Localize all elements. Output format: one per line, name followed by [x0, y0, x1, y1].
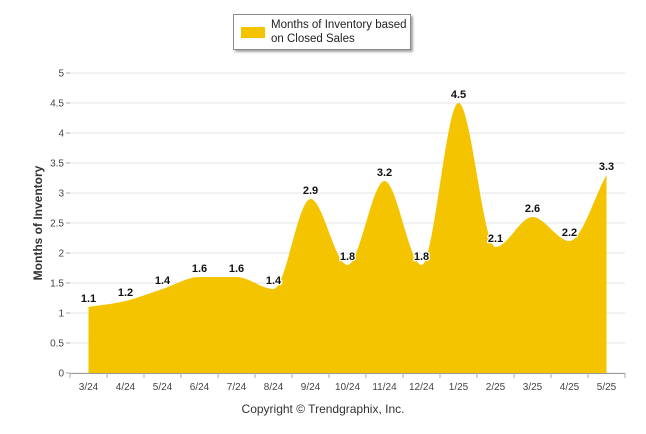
data-label: 2.2 [562, 227, 577, 239]
copyright-footer: Copyright © Trendgraphix, Inc. [241, 402, 405, 416]
x-tick-label: 10/24 [335, 382, 360, 393]
data-label: 2.1 [488, 233, 503, 245]
data-label: 3.2 [377, 167, 392, 179]
y-tick-label: 0.5 [50, 339, 64, 350]
y-tick-label: 2.5 [50, 219, 64, 230]
y-tick-label: 2 [58, 249, 64, 260]
data-label: 1.4 [266, 275, 282, 287]
data-label: 1.2 [118, 287, 133, 299]
y-tick-label: 4 [58, 129, 64, 140]
legend-label: Months of Inventory based on Closed Sale… [271, 19, 407, 45]
y-tick-label: 0 [58, 369, 64, 380]
data-label: 2.6 [525, 203, 540, 215]
x-tick-label: 9/24 [301, 382, 321, 393]
y-tick-label: 1.5 [50, 279, 64, 290]
data-label: 2.9 [303, 185, 318, 197]
data-label: 1.1 [81, 293, 96, 305]
y-tick-label: 1 [58, 309, 64, 320]
data-label: 1.6 [229, 263, 244, 275]
x-tick-label: 4/24 [116, 382, 136, 393]
data-label: 1.8 [414, 251, 429, 263]
x-tick-label: 4/25 [560, 382, 580, 393]
x-tick-label: 12/24 [409, 382, 434, 393]
y-tick-label: 3.5 [50, 159, 64, 170]
x-tick-label: 6/24 [190, 382, 210, 393]
x-tick-label: 1/25 [449, 382, 469, 393]
data-label: 3.3 [599, 161, 614, 173]
x-tick-label: 5/25 [597, 382, 617, 393]
area-series [88, 103, 607, 373]
legend-swatch [241, 27, 265, 38]
x-tick-label: 3/25 [523, 382, 543, 393]
x-tick-label: 5/24 [153, 382, 173, 393]
data-label: 1.4 [155, 275, 171, 287]
y-tick-label: 4.5 [50, 99, 64, 110]
data-label: 1.6 [192, 263, 207, 275]
y-tick-label: 3 [58, 189, 64, 200]
x-tick-label: 2/25 [486, 382, 506, 393]
y-axis-title: Months of Inventory [31, 165, 45, 280]
y-tick-label: 5 [58, 69, 64, 80]
x-tick-label: 11/24 [372, 382, 397, 393]
x-tick-label: 8/24 [264, 382, 284, 393]
x-tick-label: 7/24 [227, 382, 247, 393]
data-label: 4.5 [451, 89, 466, 101]
data-label: 1.8 [340, 251, 355, 263]
legend: Months of Inventory based on Closed Sale… [233, 14, 411, 50]
x-tick-label: 3/24 [79, 382, 99, 393]
